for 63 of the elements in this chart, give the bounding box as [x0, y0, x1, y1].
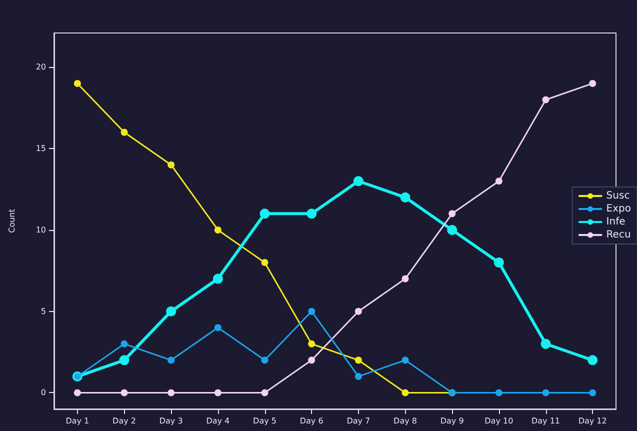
point — [402, 389, 409, 396]
point — [261, 389, 268, 396]
point — [308, 340, 316, 348]
point — [261, 356, 268, 364]
x-tick-label: Day 6 — [300, 416, 324, 426]
point — [168, 161, 175, 168]
x-tick-label: Day 10 — [484, 416, 514, 426]
point — [354, 372, 362, 380]
legend-label: Infe — [606, 216, 626, 228]
y-tick-label: 5 — [40, 306, 46, 316]
point — [261, 259, 268, 266]
legend-label: Susc — [606, 190, 630, 202]
point — [120, 340, 128, 348]
point — [495, 178, 502, 185]
y-tick-label: 20 — [36, 62, 46, 72]
x-tick-label: Day 4 — [206, 416, 230, 426]
point — [589, 80, 596, 87]
point — [166, 306, 176, 316]
y-tick-label: 10 — [36, 225, 46, 234]
point — [400, 192, 410, 202]
point — [212, 274, 223, 284]
legend-label: Expo — [606, 204, 631, 214]
point — [308, 308, 316, 315]
point — [119, 355, 130, 366]
point — [354, 308, 362, 315]
point — [214, 389, 222, 396]
point — [494, 258, 504, 268]
point — [495, 389, 502, 396]
x-tick-label: Day 5 — [253, 416, 276, 426]
point — [542, 389, 550, 396]
point — [260, 208, 270, 219]
point — [354, 356, 362, 364]
point — [74, 80, 81, 87]
x-tick-label: Day 1 — [66, 416, 90, 426]
point — [540, 338, 551, 349]
x-tick-label: Day 7 — [346, 416, 370, 426]
point — [168, 389, 175, 396]
x-tick-label: Day 11 — [531, 416, 560, 426]
legend-label: Recu — [606, 230, 631, 240]
x-tick-label: Day 2 — [112, 416, 136, 426]
x-tick-label: Day 8 — [394, 416, 417, 426]
y-tick-label: 15 — [36, 144, 46, 154]
point — [214, 324, 222, 332]
point — [120, 128, 128, 136]
point — [306, 208, 317, 219]
point — [402, 275, 409, 282]
x-tick-label: Day 12 — [578, 416, 607, 426]
point — [588, 355, 598, 366]
point — [448, 210, 456, 218]
x-tick-label: Day 3 — [159, 416, 183, 426]
point — [589, 389, 596, 396]
point — [402, 356, 409, 364]
point — [308, 356, 316, 364]
point — [120, 389, 128, 396]
point — [447, 224, 458, 235]
y-axis-title: Count — [8, 209, 16, 233]
point — [214, 226, 222, 234]
point — [168, 356, 175, 364]
point — [353, 176, 364, 186]
point — [74, 389, 81, 396]
x-tick-label: Day 9 — [440, 416, 464, 426]
point — [542, 96, 550, 104]
y-tick-label: 0 — [40, 388, 46, 398]
